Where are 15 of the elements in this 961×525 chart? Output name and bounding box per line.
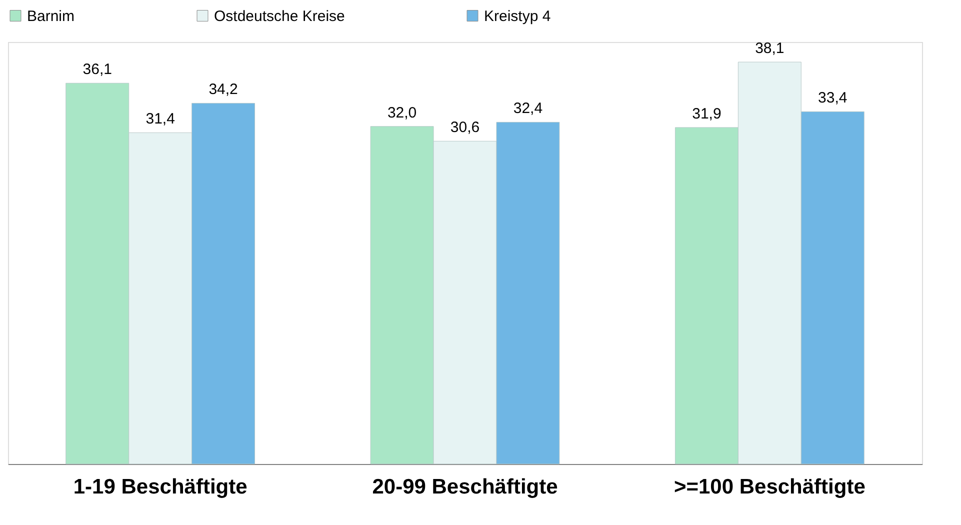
data-label: 32,4	[513, 100, 543, 118]
x-tick-label: >=100 Beschäftigte	[674, 476, 866, 498]
data-label: 32,0	[387, 104, 417, 122]
data-label: 38,1	[755, 40, 784, 58]
legend-label: Barnim	[27, 8, 75, 25]
data-label: 30,6	[450, 119, 480, 136]
data-label: 36,1	[82, 61, 112, 78]
legend-label: Ostdeutsche Kreise	[214, 8, 345, 25]
data-label: 33,4	[818, 90, 848, 107]
data-label: 34,2	[208, 81, 238, 98]
x-tick-label: 1-19 Beschäftigte	[73, 476, 248, 498]
x-tick-label: 20-99 Beschäftigte	[372, 476, 558, 498]
legend-label: Kreistyp 4	[484, 8, 551, 25]
data-label: 31,9	[692, 105, 722, 122]
data-label: 31,4	[146, 110, 175, 128]
